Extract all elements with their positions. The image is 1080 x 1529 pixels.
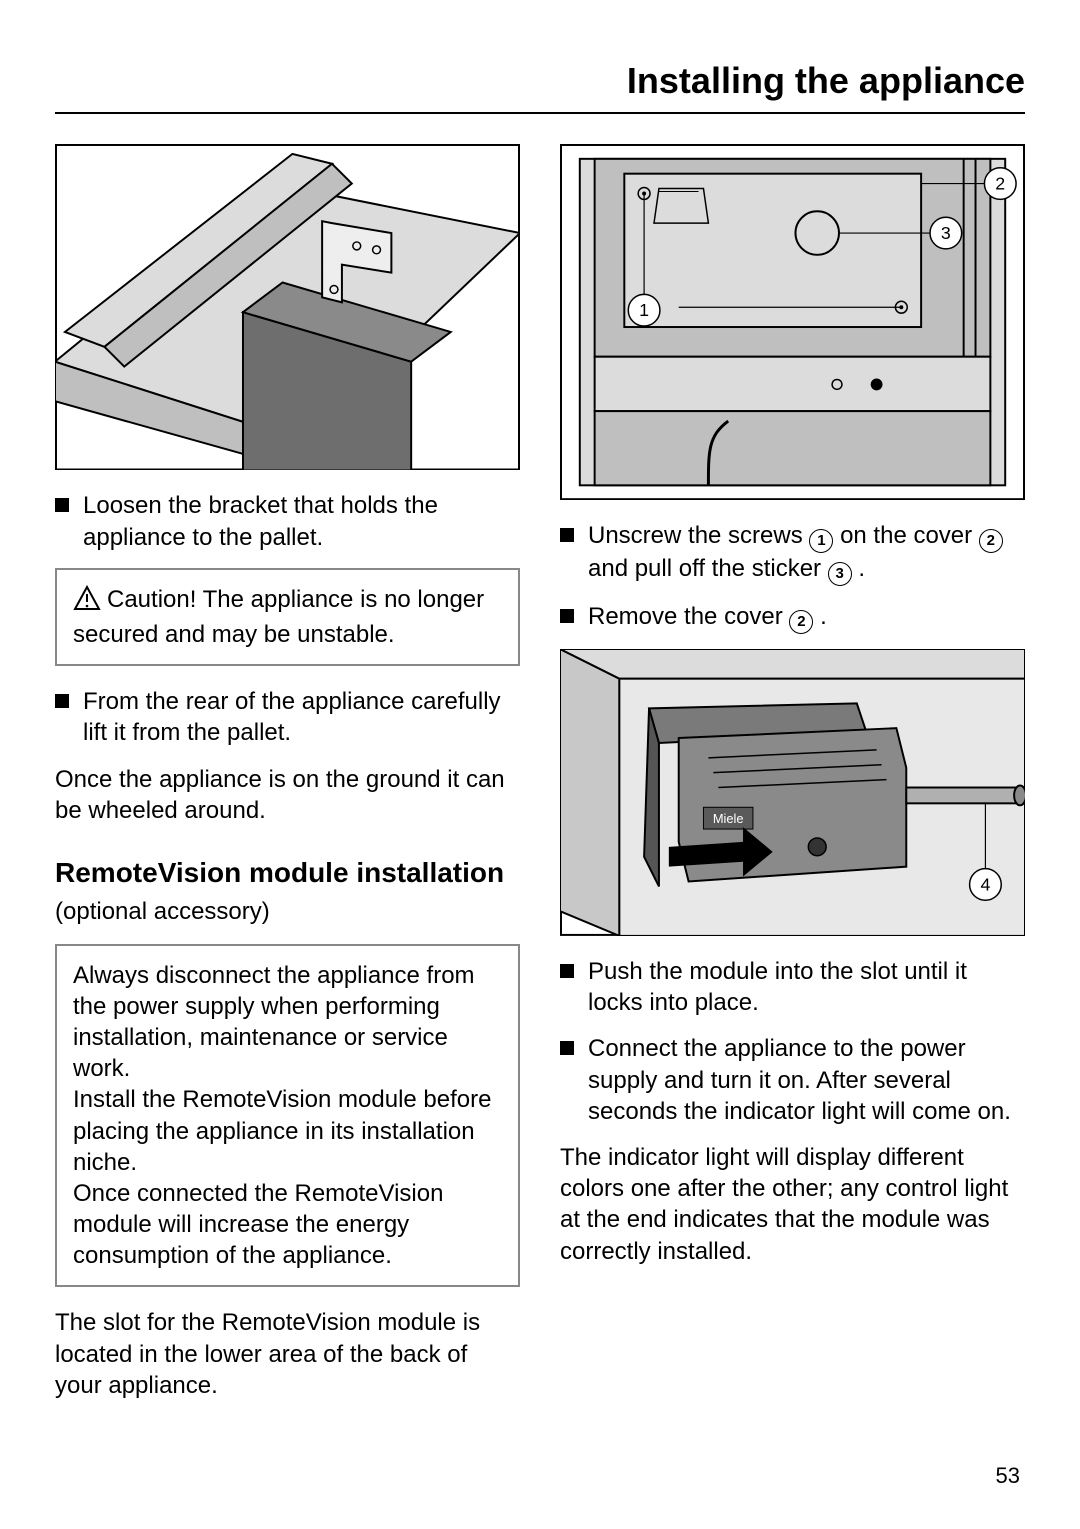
paragraph-wheeled: Once the appliance is on the ground it c… bbox=[55, 764, 520, 826]
svg-text:3: 3 bbox=[941, 223, 951, 243]
caution-text: Caution! The appliance is no longer secu… bbox=[73, 586, 484, 648]
bullet-square-icon bbox=[55, 694, 69, 708]
section-subtext: (optional accessory) bbox=[55, 898, 520, 926]
page-title: Installing the appliance bbox=[55, 60, 1025, 114]
callout-circle-3: 3 bbox=[828, 562, 852, 586]
text-fragment: . bbox=[820, 603, 827, 630]
bullet-text: Remove the cover 2 . bbox=[588, 601, 1025, 634]
caution-box: Caution! The appliance is no longer secu… bbox=[55, 568, 520, 666]
paragraph-indicator-light: The indicator light will display differe… bbox=[560, 1142, 1025, 1267]
bullet-remove-cover: Remove the cover 2 . bbox=[560, 601, 1025, 634]
bullet-square-icon bbox=[560, 1041, 574, 1055]
text-fragment: and pull off the sticker bbox=[588, 555, 828, 582]
svg-text:4: 4 bbox=[980, 875, 990, 895]
module-illustration: Miele 4 bbox=[560, 649, 1025, 936]
bullet-text: Connect the appliance to the power suppl… bbox=[588, 1033, 1025, 1127]
bullet-text: From the rear of the appliance carefully… bbox=[83, 686, 520, 748]
manual-page: Installing the appliance bbox=[0, 0, 1080, 1529]
bracket-illustration bbox=[55, 144, 520, 470]
cover-illustration: 1 2 3 bbox=[560, 144, 1025, 500]
bullet-loosen-bracket: Loosen the bracket that holds the applia… bbox=[55, 490, 520, 552]
bullet-square-icon bbox=[55, 498, 69, 512]
bullet-square-icon bbox=[560, 964, 574, 978]
svg-text:2: 2 bbox=[995, 174, 1005, 194]
page-number: 53 bbox=[996, 1463, 1020, 1489]
figure-module: Miele 4 bbox=[560, 649, 1025, 936]
right-column: 1 2 3 Unscrew the screws 1 on the cover bbox=[560, 144, 1025, 1421]
callout-circle-2b: 2 bbox=[789, 610, 813, 634]
bullet-lift-from-pallet: From the rear of the appliance carefully… bbox=[55, 686, 520, 748]
text-fragment: Remove the cover bbox=[588, 603, 789, 630]
bullet-text: Push the module into the slot until it l… bbox=[588, 956, 1025, 1018]
bullet-connect-power: Connect the appliance to the power suppl… bbox=[560, 1033, 1025, 1127]
callout-circle-2: 2 bbox=[979, 529, 1003, 553]
text-fragment: . bbox=[858, 555, 865, 582]
bullet-text: Loosen the bracket that holds the applia… bbox=[83, 490, 520, 552]
bullet-push-module: Push the module into the slot until it l… bbox=[560, 956, 1025, 1018]
section-heading-remotevision: RemoteVision module installation bbox=[55, 856, 520, 890]
text-fragment: on the cover bbox=[840, 522, 979, 549]
paragraph-slot-location: The slot for the RemoteVision module is … bbox=[55, 1307, 520, 1401]
bullet-text: Unscrew the screws 1 on the cover 2 and … bbox=[588, 520, 1025, 586]
text-fragment: Unscrew the screws bbox=[588, 522, 809, 549]
bullet-unscrew: Unscrew the screws 1 on the cover 2 and … bbox=[560, 520, 1025, 586]
info-box: Always disconnect the appliance from the… bbox=[55, 944, 520, 1288]
svg-text:1: 1 bbox=[639, 300, 649, 320]
bullet-square-icon bbox=[560, 528, 574, 542]
figure-bracket bbox=[55, 144, 520, 470]
warning-triangle-icon bbox=[73, 585, 101, 619]
two-column-layout: Loosen the bracket that holds the applia… bbox=[55, 144, 1025, 1421]
bullet-square-icon bbox=[560, 609, 574, 623]
left-column: Loosen the bracket that holds the applia… bbox=[55, 144, 520, 1421]
figure-cover: 1 2 3 bbox=[560, 144, 1025, 500]
svg-text:Miele: Miele bbox=[713, 811, 744, 826]
callout-circle-1: 1 bbox=[809, 529, 833, 553]
